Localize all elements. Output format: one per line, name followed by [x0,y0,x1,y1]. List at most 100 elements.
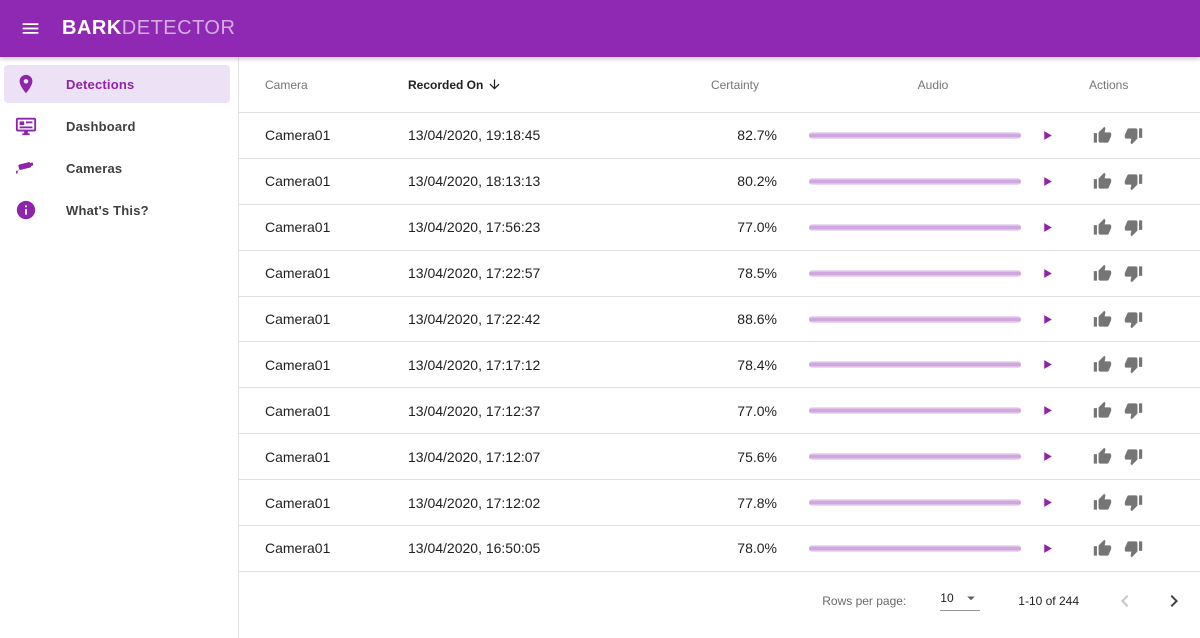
camera-cell: Camera01 [265,494,331,511]
camera-cell: Camera01 [265,173,331,190]
rows-per-page-label: Rows per page: [822,593,907,608]
audio-progress-bar[interactable] [809,131,1021,139]
thumbs-down-button[interactable] [1122,308,1144,330]
play-icon [1043,544,1052,553]
thumbs-up-button[interactable] [1091,492,1113,514]
play-icon [1043,268,1052,278]
audio-progress-bar[interactable] [809,544,1021,552]
camera-cell: Camera01 [265,356,331,373]
recorded-on-cell: 13/04/2020, 16:50:05 [408,540,541,557]
play-button[interactable] [1037,263,1057,283]
audio-progress-bar[interactable] [809,177,1021,185]
next-page-button[interactable] [1162,589,1186,613]
thumbs-up-button[interactable] [1091,537,1113,559]
play-button[interactable] [1037,447,1057,467]
hamburger-menu-button[interactable] [12,11,48,47]
certainty-cell: 77.0% [737,402,777,419]
thumbs-up-icon [1093,310,1111,327]
actions-cell [1089,308,1200,330]
pagination-range-label: 1-10 of 244 [1018,593,1079,608]
pagination-bar: Rows per page: 10 1-10 of 244 [239,572,1200,638]
certainty-cell: 75.6% [737,448,777,465]
audio-cell [777,309,1089,329]
chevron-right-icon [1170,594,1178,607]
thumbs-up-icon [1093,402,1111,418]
audio-progress-bar[interactable] [809,361,1021,369]
play-button[interactable] [1037,217,1057,237]
audio-progress-bar[interactable] [809,453,1021,461]
rows-per-page-select[interactable]: 10 [940,589,981,611]
sidebar-item-label: What's This? [66,202,149,218]
sort-descending-arrow-icon [489,79,500,90]
recorded-on-cell: 13/04/2020, 17:12:37 [408,402,541,419]
play-button[interactable] [1037,125,1057,145]
thumbs-down-button[interactable] [1122,446,1144,468]
thumbs-up-button[interactable] [1091,400,1113,422]
play-button[interactable] [1037,538,1057,558]
audio-cell [777,401,1089,421]
audio-progress-bar[interactable] [809,223,1021,231]
play-icon [1043,131,1052,140]
thumbs-down-button[interactable] [1122,400,1144,422]
camera-cell: Camera01 [265,448,331,465]
column-header-recorded-on[interactable]: Recorded On [408,77,637,92]
column-header-camera[interactable]: Camera [265,77,308,92]
recorded-on-cell: 13/04/2020, 18:13:13 [408,173,541,190]
audio-progress-bar[interactable] [809,407,1021,415]
play-button[interactable] [1037,355,1057,375]
thumbs-down-button[interactable] [1122,354,1144,376]
play-icon [1043,360,1052,370]
thumbs-up-button[interactable] [1091,124,1113,146]
audio-cell [777,538,1089,558]
thumbs-up-button[interactable] [1091,170,1113,192]
table-row: Camera01 13/04/2020, 17:22:57 78.5% [239,251,1200,297]
sidebar-item-whats-this[interactable]: What's This? [4,191,230,229]
thumbs-down-button[interactable] [1122,170,1144,192]
sidebar-item-dashboard[interactable]: Dashboard [4,107,230,145]
app-title-light: DETECTOR [121,17,236,39]
table-row: Camera01 13/04/2020, 19:18:45 82.7% [239,113,1200,159]
actions-cell [1089,446,1200,468]
app-title-bold: BARK [62,17,122,39]
actions-cell [1089,170,1200,192]
thumbs-down-icon [1124,495,1142,512]
actions-cell [1089,216,1200,238]
audio-cell [777,355,1089,375]
actions-cell [1089,354,1200,376]
sidebar-item-detections[interactable]: Detections [4,65,230,103]
sidebar: Detections Dashboard Cameras What's This… [0,57,239,638]
actions-cell [1089,124,1200,146]
camera-cell: Camera01 [265,265,331,282]
hamburger-menu-icon [22,23,38,34]
thumbs-up-button[interactable] [1091,446,1113,468]
sidebar-item-cameras[interactable]: Cameras [4,149,230,187]
play-button[interactable] [1037,309,1057,329]
thumbs-down-button[interactable] [1122,124,1144,146]
thumbs-down-button[interactable] [1122,262,1144,284]
thumbs-up-icon [1093,126,1111,143]
table-body: Camera01 13/04/2020, 19:18:45 82.7% [239,113,1200,572]
thumbs-down-button[interactable] [1122,537,1144,559]
play-button[interactable] [1037,401,1057,421]
play-button[interactable] [1037,171,1057,191]
thumbs-up-icon [1093,356,1111,373]
thumbs-up-button[interactable] [1091,308,1113,330]
thumbs-down-button[interactable] [1122,216,1144,238]
play-button[interactable] [1037,493,1057,513]
thumbs-up-button[interactable] [1091,354,1113,376]
camera-cell: Camera01 [265,127,331,144]
chevron-left-icon [1121,594,1129,607]
thumbs-down-button[interactable] [1122,492,1144,514]
audio-progress-bar[interactable] [809,315,1021,323]
thumbs-up-button[interactable] [1091,216,1113,238]
audio-progress-bar[interactable] [809,499,1021,507]
audio-progress-bar[interactable] [809,269,1021,277]
thumbs-down-icon [1124,403,1142,420]
column-header-audio: Audio [917,77,949,92]
thumbs-down-icon [1124,357,1142,374]
table-row: Camera01 13/04/2020, 17:12:37 77.0% [239,388,1200,435]
column-header-certainty[interactable]: Certainty [710,77,759,92]
thumbs-down-icon [1124,449,1142,466]
certainty-cell: 80.2% [737,173,777,190]
thumbs-up-button[interactable] [1091,262,1113,284]
